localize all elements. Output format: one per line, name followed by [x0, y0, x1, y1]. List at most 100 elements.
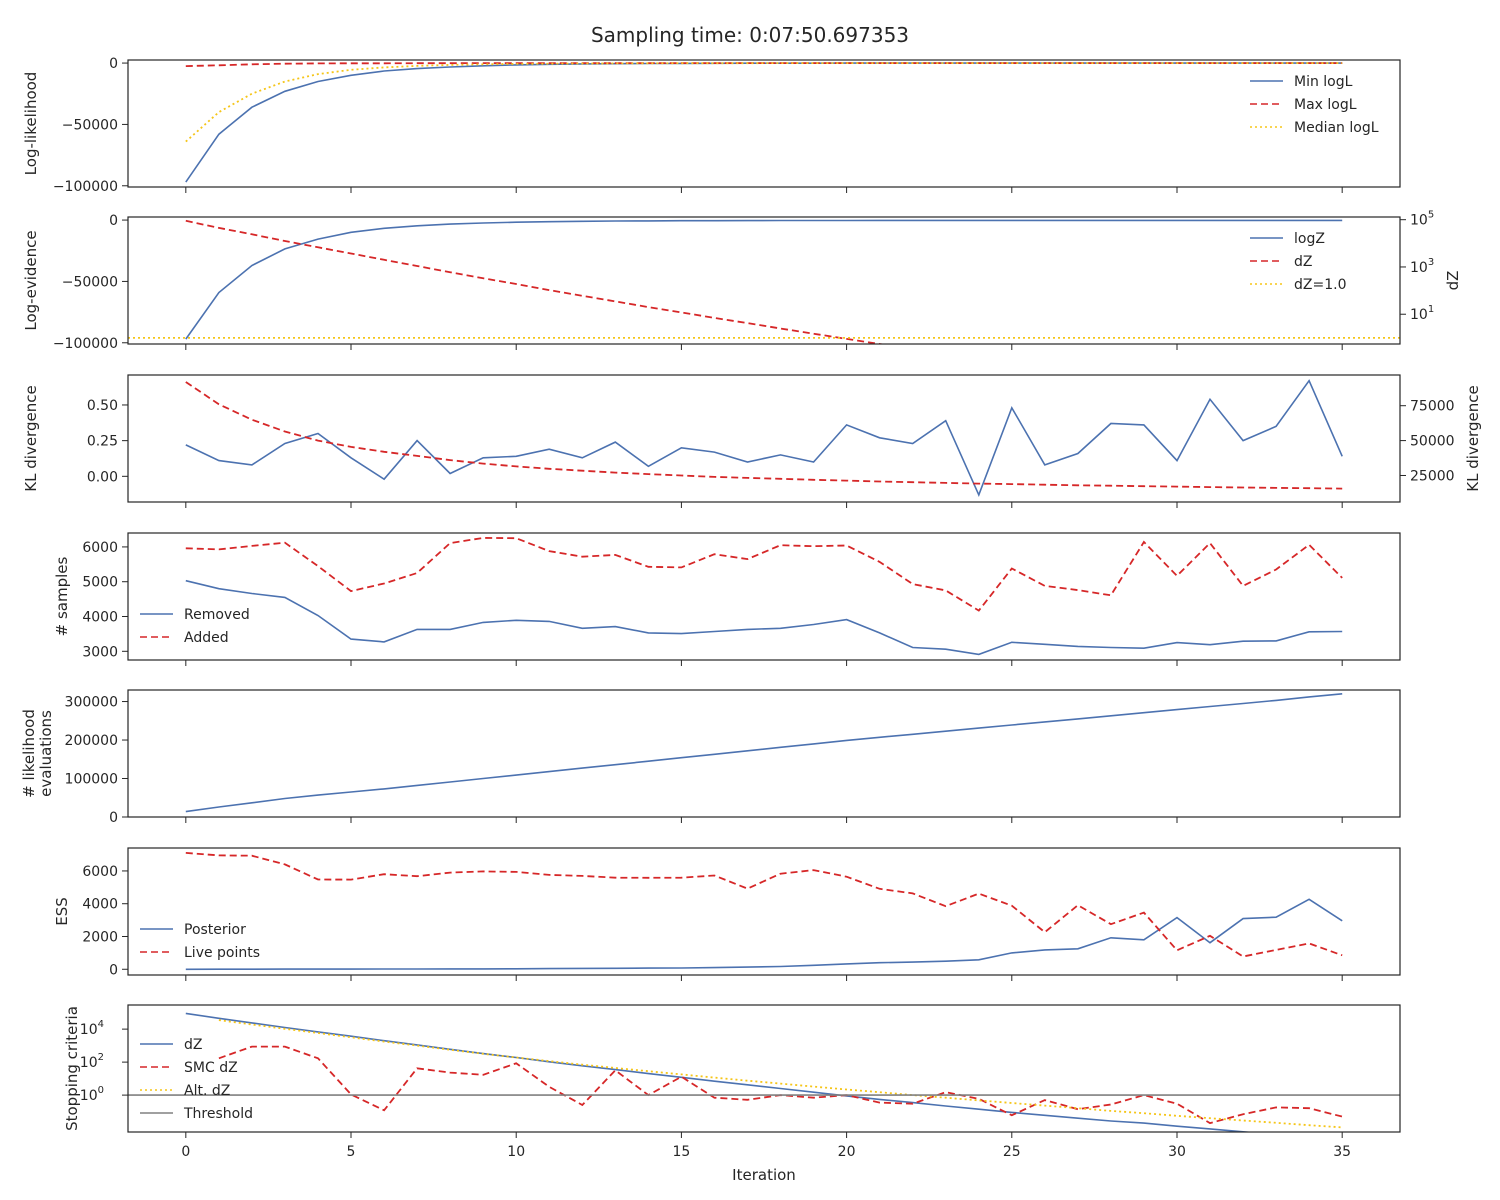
- y-tick-label: 0: [109, 56, 118, 72]
- panel-4: 3000 4000 5000 6000 # samples Removed Added: [53, 532, 1401, 666]
- y-axis-label: ESS: [53, 897, 71, 926]
- x-tick-label: 10: [507, 1144, 525, 1160]
- legend-label: Median logL: [1294, 120, 1379, 136]
- legend-label: dZ: [1294, 254, 1312, 270]
- legend-label: Threshold: [183, 1106, 253, 1122]
- panels: 0 −50000 −100000 Log-likelihood Min logL Max …: [20, 56, 1482, 1184]
- legend-label: Max logL: [1294, 97, 1357, 113]
- y-tick-label: 2000: [82, 929, 118, 945]
- series-2-line: [185, 381, 1343, 490]
- series-posterior-line: [185, 898, 1343, 971]
- y-tick-label: −50000: [62, 274, 118, 290]
- axes-frame: [127, 1004, 1401, 1133]
- y-axis-label: KL divergence: [22, 385, 40, 491]
- y-axis-label: # samples: [53, 556, 71, 636]
- x-tick-label: 30: [1168, 1144, 1186, 1160]
- y-tick-label: 0.25: [87, 434, 118, 450]
- y2-axis-label: KL divergence: [1464, 385, 1482, 491]
- y-axis-label: Log-evidence: [22, 230, 40, 330]
- plot-area: [128, 1012, 1400, 1132]
- plot-area: [185, 693, 1343, 813]
- legend-label: Min logL: [1294, 74, 1353, 90]
- legend-label: Removed: [184, 607, 250, 623]
- axes-frame: [127, 374, 1401, 503]
- plot-area: [128, 219, 1400, 344]
- plot-area: [185, 536, 1343, 656]
- x-tick-label: 0: [181, 1144, 190, 1160]
- x-tick-label: 35: [1333, 1144, 1351, 1160]
- y-axis-label: Stopping criteria: [63, 1006, 81, 1131]
- y-tick-label: −100000: [53, 179, 118, 195]
- legend-label: Alt. dZ: [184, 1083, 230, 1099]
- y-tick-label: 104: [80, 1019, 104, 1038]
- series-min-logl-line: [185, 62, 1343, 183]
- x-tick-label: 5: [347, 1144, 356, 1160]
- y2-axis-label: dZ: [1444, 271, 1462, 291]
- series-dz-line: [185, 1012, 1255, 1132]
- y-tick-label: 0: [109, 962, 118, 978]
- legend-label: logZ: [1294, 231, 1325, 247]
- series-dz-line: [185, 219, 887, 344]
- y-tick-label: 6000: [82, 540, 118, 556]
- legend-label: dZ: [184, 1037, 202, 1053]
- axes-frame: [127, 59, 1401, 188]
- y-axis-label: # likelihoodevaluations: [20, 709, 55, 798]
- series-logz-line: [185, 219, 1343, 340]
- y-tick-label: 300000: [65, 695, 118, 711]
- series-smc-dz-line: [218, 1045, 1343, 1125]
- legend: logZ dZ dZ=1.0: [1250, 231, 1346, 293]
- y-tick-label: 0.50: [87, 398, 118, 414]
- y2-tick-label: 75000: [1410, 399, 1455, 415]
- y-tick-label: 4000: [82, 897, 118, 913]
- y-tick-label: 100: [80, 1085, 104, 1104]
- legend-label: Added: [184, 630, 229, 646]
- plot-area: [185, 379, 1343, 497]
- figure-title: Sampling time: 0:07:50.697353: [591, 23, 909, 47]
- y2-tick-label: 50000: [1410, 434, 1455, 450]
- panel-1: 0 −50000 −100000 Log-likelihood Min logL Max …: [22, 56, 1401, 195]
- series-added-line: [185, 536, 1343, 612]
- legend-label: Posterior: [184, 922, 246, 938]
- legend-label: SMC dZ: [184, 1060, 238, 1076]
- x-tick-label: 20: [838, 1144, 856, 1160]
- series-alt-dz-line: [218, 1019, 1343, 1129]
- series-removed-line: [185, 579, 1343, 656]
- y2-tick-label: 101: [1410, 304, 1434, 323]
- y2-tick-label: 103: [1410, 257, 1434, 276]
- legend-label: Live points: [184, 945, 260, 961]
- x-tick-label: 15: [672, 1144, 690, 1160]
- series-1-line: [185, 379, 1343, 497]
- series-max-logl-line: [185, 62, 1343, 67]
- y-tick-label: 0.00: [87, 469, 118, 485]
- y-tick-label: 200000: [65, 733, 118, 749]
- x-axis-label: Iteration: [732, 1166, 796, 1184]
- y-tick-label: 102: [80, 1052, 104, 1071]
- y-tick-label: −100000: [53, 336, 118, 352]
- y-tick-label: 6000: [82, 864, 118, 880]
- axes-frame: [127, 216, 1401, 345]
- y-tick-label: 5000: [82, 575, 118, 591]
- series-1-line: [185, 693, 1343, 813]
- panel-6: 0 2000 4000 6000 ESS Posterior Live points: [53, 847, 1401, 981]
- y-tick-label: 0: [109, 810, 118, 826]
- plot-area: [185, 62, 1343, 183]
- axes-frame: [127, 532, 1401, 661]
- y-tick-label: 3000: [82, 644, 118, 660]
- y-tick-label: 100000: [65, 772, 118, 788]
- y2-tick-label: 25000: [1410, 468, 1455, 484]
- legend: Posterior Live points: [140, 922, 260, 961]
- y-axis-label: Log-likelihood: [22, 72, 40, 176]
- axes-frame: [127, 689, 1401, 818]
- y-tick-label: 0: [109, 213, 118, 229]
- legend-label: dZ=1.0: [1294, 277, 1346, 293]
- y-tick-label: 4000: [82, 610, 118, 626]
- panel-3: 0.00 0.25 0.50 25000 50000 75000 KL divergence…: [22, 374, 1482, 508]
- plot-area: [185, 852, 1343, 971]
- series-live-points-line: [185, 852, 1343, 958]
- axes-frame: [127, 847, 1401, 976]
- legend: Removed Added: [140, 607, 250, 646]
- y-tick-label: −50000: [62, 117, 118, 133]
